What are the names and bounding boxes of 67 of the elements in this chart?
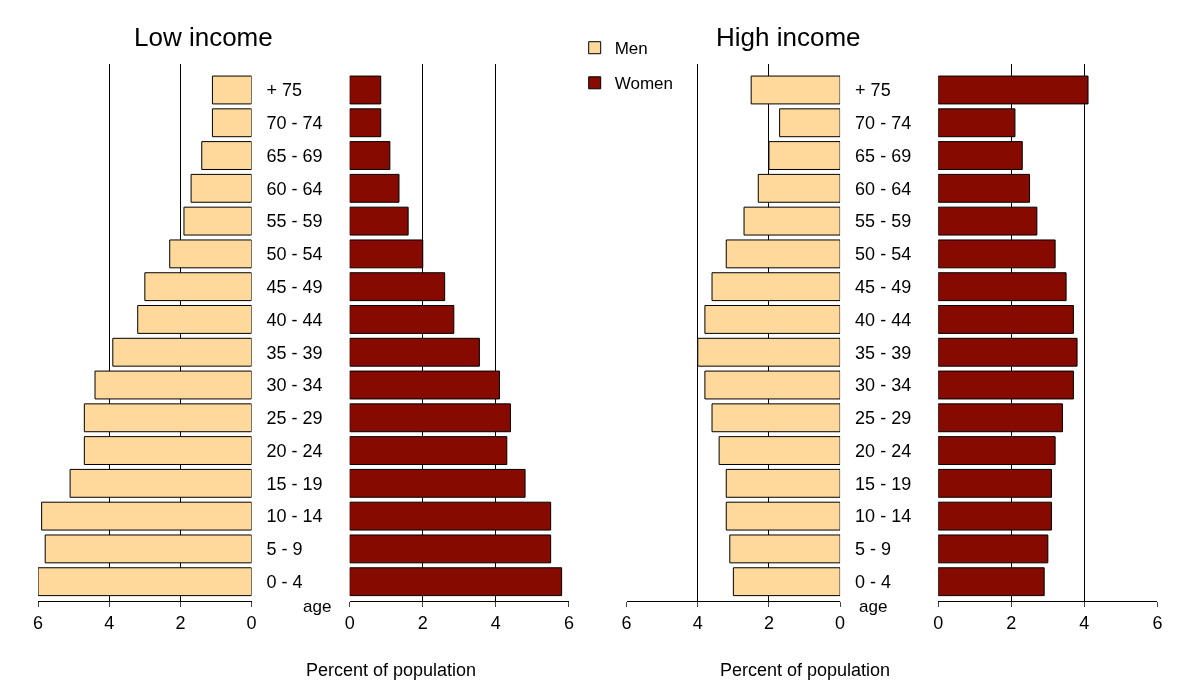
x-axis-title: Percent of population [720, 660, 891, 680]
x-tick-label: 4 [104, 612, 115, 633]
y-tick-label: + 75 [266, 80, 303, 101]
y-tick-label: 5 - 9 [855, 539, 892, 560]
bar [349, 141, 391, 170]
x-tick-label: 6 [1152, 612, 1163, 633]
chart-title: Low income [134, 22, 273, 52]
bar [349, 206, 409, 236]
y-tick-label: 65 - 69 [266, 145, 323, 166]
x-tick-label: 4 [692, 612, 703, 633]
text: age [859, 597, 888, 616]
x-tick-label: 6 [563, 612, 574, 633]
y-tick-label: 40 - 44 [855, 309, 912, 330]
y-tick-label: 50 - 54 [266, 244, 323, 265]
bar [201, 141, 252, 170]
y-tick-label: 20 - 24 [266, 440, 323, 461]
y-tick-label: 0 - 4 [855, 571, 892, 592]
x-tick-label: 4 [1079, 612, 1090, 633]
bar [190, 173, 252, 203]
bar [211, 75, 252, 105]
x-tick-label: 2 [417, 612, 428, 633]
x-tick-label: 0 [344, 612, 355, 633]
y-tick-label: 50 - 54 [855, 244, 912, 265]
y-tick-label: 30 - 34 [855, 375, 912, 396]
x-tick-label: 6 [621, 612, 632, 633]
x-axis-title: Percent of population [306, 660, 477, 680]
y-tick-label: 60 - 64 [855, 178, 912, 199]
y-tick-label: 0 - 4 [266, 571, 303, 592]
y-tick-label: 20 - 24 [855, 440, 912, 461]
y-tick-label: 25 - 29 [855, 408, 912, 429]
y-tick-label: 5 - 9 [266, 539, 303, 560]
x-tick-label: 2 [175, 612, 186, 633]
y-tick-label: 55 - 59 [266, 211, 323, 232]
y-tick-label: 10 - 14 [266, 506, 323, 527]
x-tick-label: 2 [763, 612, 774, 633]
bar [349, 173, 400, 203]
y-tick-label: + 75 [855, 80, 891, 101]
bar [349, 108, 382, 138]
y-tick-label: 40 - 44 [266, 309, 323, 330]
y-tick-label: 15 - 19 [266, 473, 323, 494]
bar [779, 108, 841, 138]
x-tick-label: 0 [246, 612, 257, 633]
y-tick-label: 70 - 74 [855, 113, 912, 134]
legend-label: Men [614, 39, 648, 59]
y-tick-label: 35 - 39 [266, 342, 323, 363]
y-tick-label: 25 - 29 [266, 408, 323, 429]
text: age [303, 597, 332, 616]
x-tick-label: 0 [933, 612, 944, 633]
bar [183, 206, 252, 236]
bar [211, 108, 252, 138]
legend-label: Women [614, 74, 673, 94]
x-tick-label: 4 [490, 612, 501, 633]
chart-title: High income [716, 22, 861, 52]
x-tick-label: 2 [1006, 612, 1017, 633]
y-tick-label: 10 - 14 [855, 506, 912, 527]
bar [349, 75, 382, 105]
x-tick-label: 0 [835, 612, 846, 633]
y-tick-label: 45 - 49 [855, 276, 912, 297]
y-tick-label: 70 - 74 [266, 113, 323, 134]
y-tick-label: 65 - 69 [855, 145, 912, 166]
x-tick-label: 6 [33, 612, 44, 633]
y-tick-label: 55 - 59 [855, 211, 912, 232]
y-tick-label: 30 - 34 [266, 375, 323, 396]
y-tick-label: 15 - 19 [855, 473, 912, 494]
y-tick-label: 60 - 64 [266, 178, 323, 199]
y-tick-label: 45 - 49 [266, 276, 323, 297]
y-tick-label: 35 - 39 [855, 342, 912, 363]
